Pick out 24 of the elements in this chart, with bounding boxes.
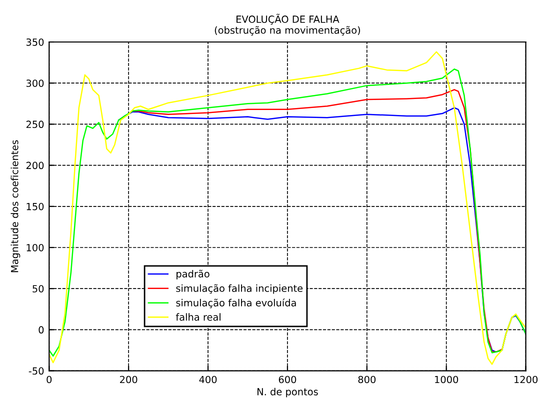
y-tick-label: 250 [26,120,44,128]
x-tick-label: 400 [199,376,217,384]
x-tick-label: 1200 [514,376,538,384]
x-tick-label: 200 [120,376,138,384]
chart-title: EVOLUÇÃO DE FALHA [236,14,340,25]
legend-label: falha real [176,313,220,321]
y-tick-label: 50 [32,285,44,292]
y-tick-label: 150 [26,202,44,210]
y-tick-label: -50 [28,367,44,375]
x-tick-label: 1000 [435,376,458,384]
y-tick-label: 300 [26,80,44,87]
legend-label: simulação falha incipiente [176,284,303,294]
x-axis-title: N. de pontos [258,388,318,398]
y-tick-label: 100 [26,244,44,252]
x-tick-label: 0 [46,376,52,384]
chart-subtitle: (obstrução na movimentação) [214,26,360,36]
x-tick-label: 800 [358,376,376,384]
x-tick-label: 600 [278,376,296,384]
y-axis-title: Magnitude dos coeficientes [10,140,20,272]
legend-label: simulação falha evoluída [176,298,296,308]
y-tick-label: 200 [26,162,44,170]
legend-label: padrão [176,270,210,280]
y-tick-label: 350 [26,38,44,46]
y-tick-label: 0 [38,326,44,334]
